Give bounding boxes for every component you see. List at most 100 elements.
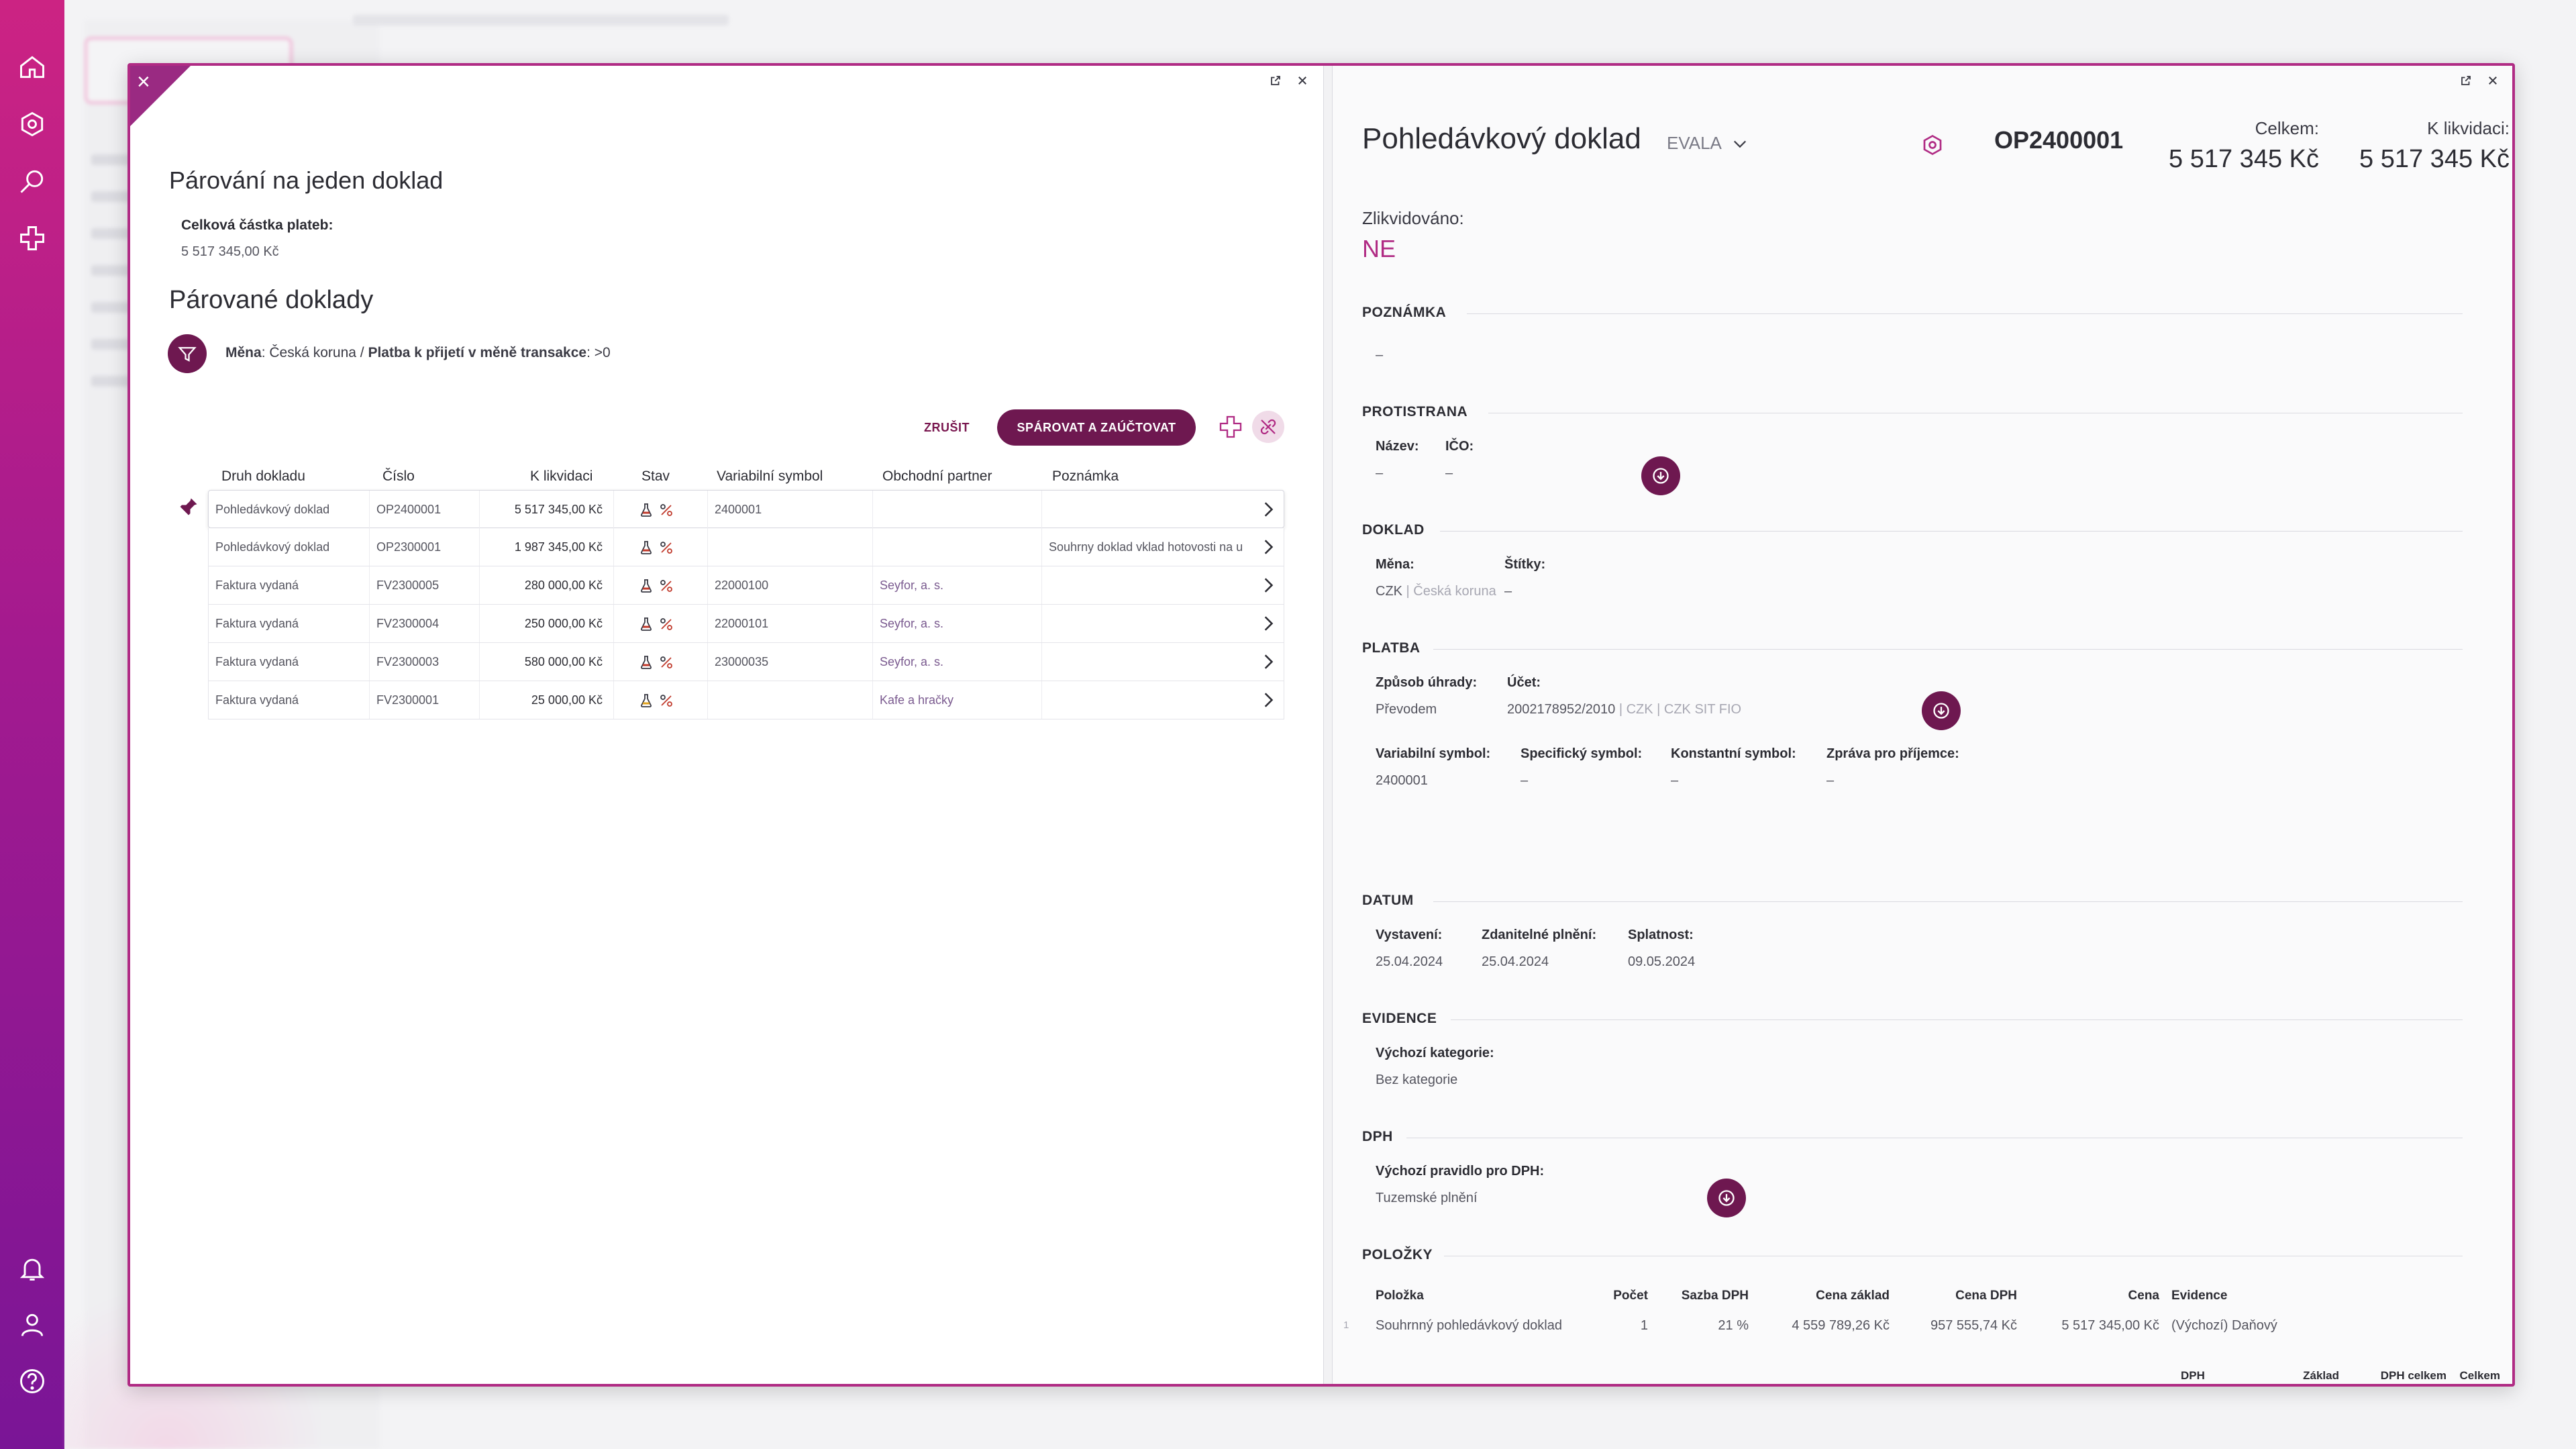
items-col-base: Cena základ	[1816, 1289, 1890, 1303]
chevron-right-icon[interactable]	[1259, 500, 1277, 519]
category-value: Bez kategorie	[1376, 1072, 1458, 1087]
ss-label: Specifický symbol:	[1521, 746, 1643, 761]
pin-icon[interactable]	[178, 497, 199, 517]
table-row[interactable]: Pohledávkový doklad OP2400001 5 517 345,00…	[208, 490, 1284, 528]
account-label: Účet:	[1507, 675, 1541, 690]
dialog-title: Párování na jeden doklad	[169, 166, 444, 194]
filter-icon[interactable]	[168, 334, 207, 373]
vat-rule-label: Výchozí pravidlo pro DPH:	[1376, 1164, 1545, 1179]
col-to-settle[interactable]: K likvidaci	[530, 468, 593, 484]
flask-icon	[641, 694, 652, 708]
right-pane-controls	[2460, 71, 2515, 90]
name-value: –	[1376, 466, 1384, 481]
section-document: DOKLAD	[1362, 522, 1425, 538]
items-col-rate: Sazba DPH	[1681, 1289, 1749, 1303]
user-icon[interactable]	[17, 1310, 47, 1340]
bg-breadcrumb	[353, 15, 729, 26]
pairing-panel: × Párování na jeden doklad Celková částk…	[130, 66, 1339, 1384]
home-icon[interactable]	[17, 52, 47, 82]
ico-value: –	[1445, 466, 1453, 481]
note-value: –	[1376, 348, 1384, 362]
table-row[interactable]: Faktura vydaná FV2300005 280 000,00 Kč 2200…	[208, 566, 1284, 605]
cell-note	[1042, 643, 1284, 681]
settings-hex-icon[interactable]	[1920, 133, 1945, 157]
calculator-icon[interactable]	[2514, 71, 2515, 90]
ss-value: –	[1521, 773, 1529, 788]
settings-hex-icon[interactable]	[17, 109, 47, 139]
cell-note	[1042, 681, 1284, 719]
active-filter-text[interactable]: Měna: Česká koruna / Platba k přijetí v …	[225, 345, 611, 360]
add-icon[interactable]	[1217, 413, 1244, 440]
flask-icon	[641, 541, 652, 555]
table-row[interactable]: Faktura vydaná FV2300001 25 000,00 Kč Kafe …	[208, 681, 1284, 719]
panel-divider[interactable]	[1323, 66, 1333, 1384]
settled-value: NE	[1362, 235, 1396, 262]
col-number[interactable]: Číslo	[382, 468, 415, 484]
cell-type: Faktura vydaná	[209, 605, 370, 642]
vat-download-button[interactable]	[1707, 1179, 1746, 1217]
item-base: 4 559 789,26 Kč	[1792, 1318, 1890, 1333]
table-row[interactable]: Faktura vydaná FV2300003 580 000,00 Kč 2300…	[208, 643, 1284, 681]
chevron-right-icon[interactable]	[1259, 614, 1277, 633]
open-external-icon[interactable]	[1270, 74, 1282, 87]
item-name[interactable]: Souhrnný pohledávkový doklad	[1376, 1318, 1562, 1333]
total-label: Celkem:	[2255, 118, 2319, 138]
status-icons	[614, 528, 708, 566]
close-icon[interactable]: ×	[137, 69, 150, 95]
search-icon[interactable]	[17, 166, 47, 196]
open-external-icon[interactable]	[2460, 74, 2472, 87]
cell-amount: 280 000,00 Kč	[480, 566, 614, 604]
percent-icon	[660, 504, 672, 517]
section-date: DATUM	[1362, 893, 1414, 908]
close-pane-icon[interactable]	[2487, 74, 2499, 87]
total-payments-label: Celková částka plateb:	[181, 217, 333, 233]
cell-amount: 580 000,00 Kč	[480, 643, 614, 681]
account-value: 2002178952/2010 | CZK | CZK SIT FIO	[1507, 702, 1742, 717]
chevron-right-icon[interactable]	[1259, 691, 1277, 709]
vs-value: 2400001	[1376, 773, 1428, 788]
chevron-right-icon[interactable]	[1259, 538, 1277, 556]
cell-number: FV2300001	[370, 681, 480, 719]
table-row[interactable]: Pohledávkový doklad OP2300001 1 987 345,00…	[208, 528, 1284, 566]
status-icons	[614, 566, 708, 604]
cancel-button[interactable]: ZRUŠIT	[910, 409, 984, 446]
item-index: 1	[1343, 1319, 1349, 1331]
plus-icon[interactable]	[17, 223, 47, 253]
msg-value: –	[1826, 773, 1835, 788]
account-download-button[interactable]	[1922, 691, 1961, 730]
status-icons	[614, 643, 708, 681]
status-icons	[614, 491, 708, 528]
cell-partner	[873, 491, 1042, 528]
section-note: POZNÁMKA	[1362, 305, 1447, 320]
items-col-evidence: Evidence	[2171, 1289, 2228, 1303]
chevron-right-icon[interactable]	[1259, 652, 1277, 671]
pair-and-post-button[interactable]: SPÁROVAT A ZAÚČTOVAT	[997, 409, 1196, 446]
vat-sum-col-vat: DPH celkem	[2380, 1369, 2446, 1382]
vat-sum-col-base: Základ	[2303, 1369, 2339, 1382]
cell-vs: 22000101	[708, 605, 873, 642]
help-icon[interactable]	[17, 1366, 47, 1396]
col-note[interactable]: Poznámka	[1052, 468, 1119, 484]
counterparty-download-button[interactable]	[1641, 456, 1680, 495]
unlink-icon[interactable]	[1252, 411, 1284, 443]
cell-number: OP2400001	[370, 491, 480, 528]
col-variable-symbol[interactable]: Variabilní symbol	[717, 468, 823, 484]
percent-icon	[660, 618, 672, 631]
chevron-right-icon[interactable]	[1259, 576, 1277, 595]
document-number: OP2400001	[1994, 126, 2124, 154]
close-pane-icon[interactable]	[1296, 74, 1308, 87]
col-partner[interactable]: Obchodní partner	[882, 468, 992, 484]
settled-label: Zlikvidováno:	[1362, 208, 1464, 228]
ks-label: Konstantní symbol:	[1671, 746, 1796, 761]
close-corner[interactable]	[130, 66, 191, 126]
table-row[interactable]: Faktura vydaná FV2300004 250 000,00 Kč 2200…	[208, 605, 1284, 643]
cell-partner	[873, 528, 1042, 566]
section-evidence: EVIDENCE	[1362, 1011, 1437, 1026]
cell-type: Faktura vydaná	[209, 643, 370, 681]
company-select[interactable]: EVALA	[1667, 133, 1747, 154]
col-doc-type[interactable]: Druh dokladu	[221, 468, 305, 484]
col-status[interactable]: Stav	[641, 468, 670, 484]
paired-docs-title: Párované doklady	[169, 286, 374, 314]
cell-note	[1042, 605, 1284, 642]
bell-icon[interactable]	[17, 1254, 47, 1283]
